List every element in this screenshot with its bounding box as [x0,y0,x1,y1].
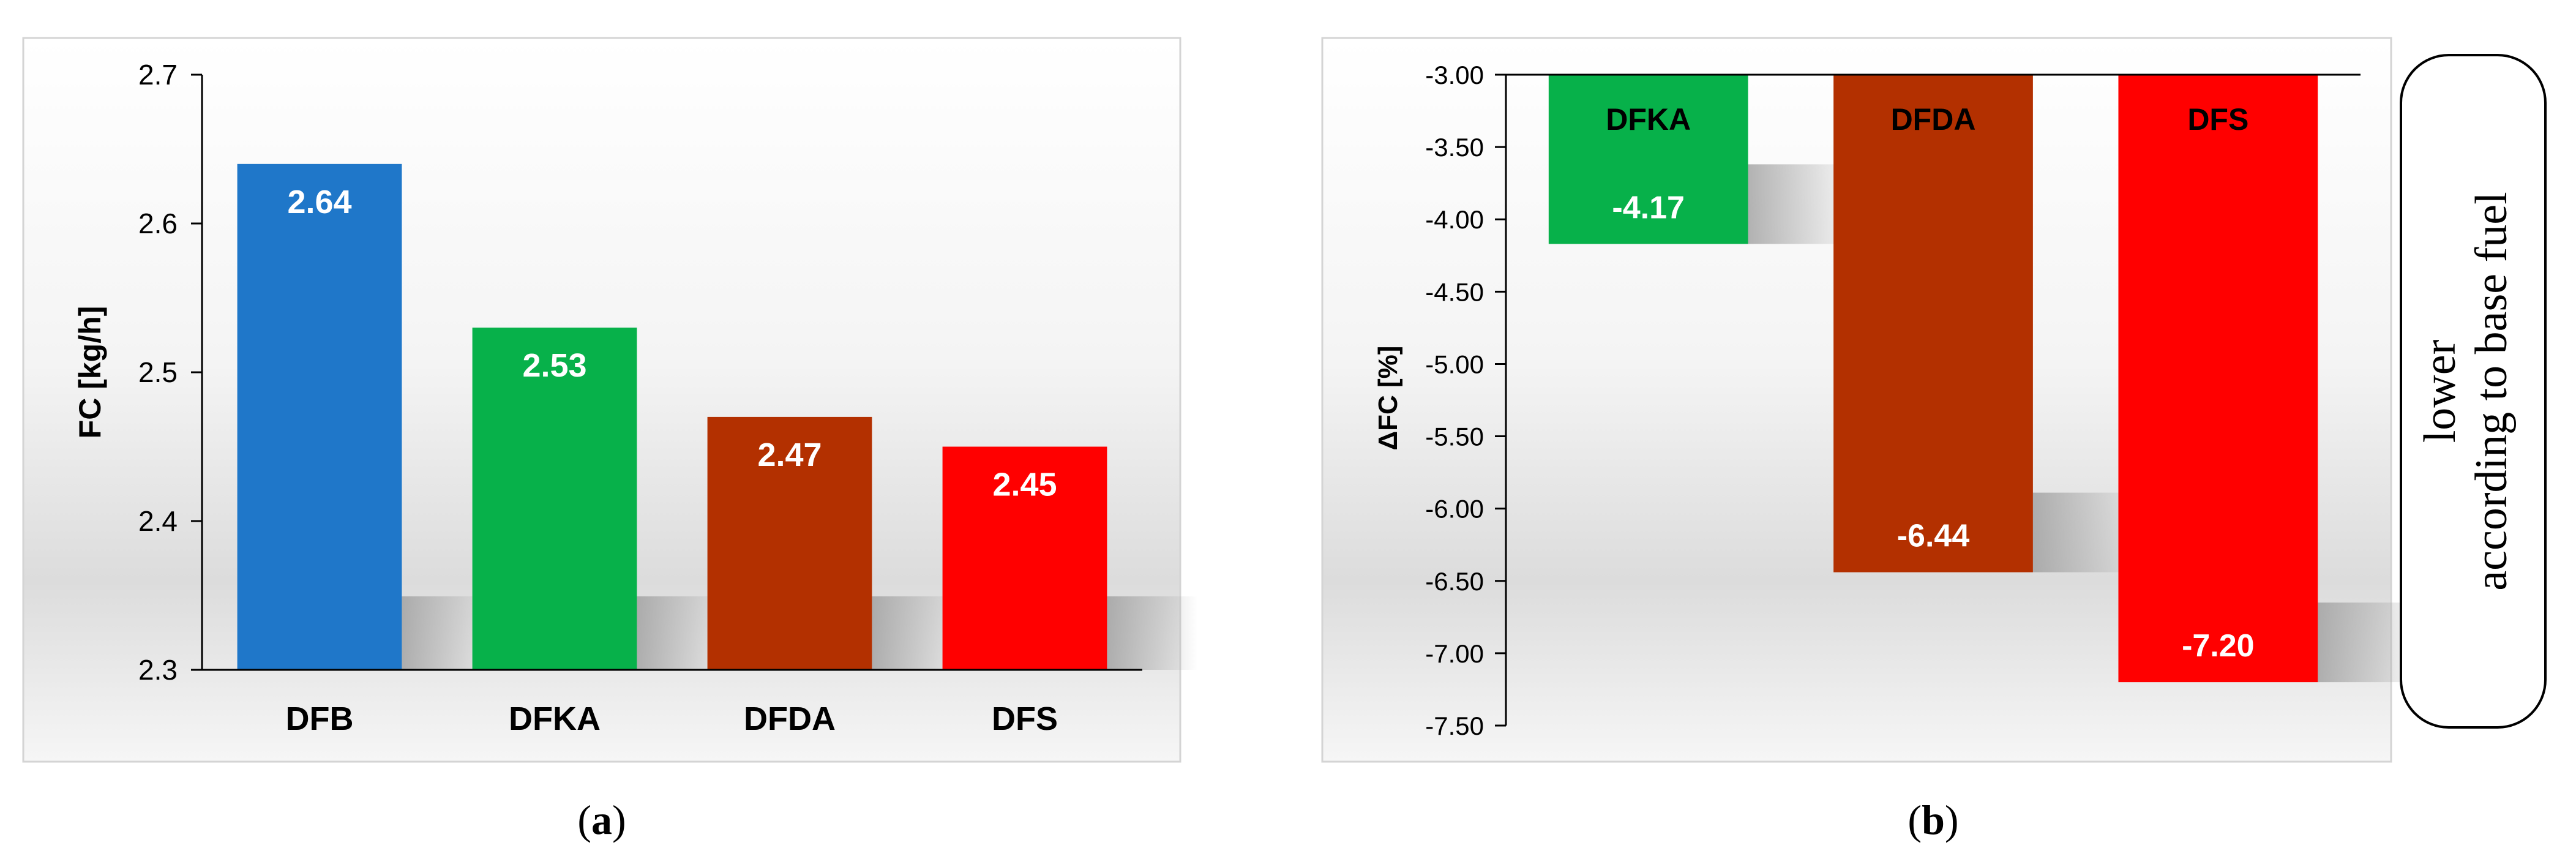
panel-a-value-label: 2.47 [757,437,822,473]
panel-b-category-label: DFS [2187,102,2248,137]
side-note: lower according to base fuel [2400,54,2547,729]
panel-a-y-tick-label: 2.3 [138,654,178,686]
panel-a-bar [472,328,637,670]
panel-a-bars [237,163,1107,670]
panel-a-value-label: 2.53 [522,347,586,384]
panel-b-category-label: DFKA [1606,102,1691,137]
panel-a-value-label: 2.45 [992,467,1057,503]
panel-a-x-label: DFS [992,700,1058,737]
panel-b-value-label: -7.20 [2182,628,2255,664]
panel-a: 2.32.42.52.62.7 DFB DFKA DFDA DFS 2.642.532… [22,37,1198,843]
panel-b-value-label: -4.17 [1612,190,1685,225]
panel-a-x-label: DFKA [509,700,601,737]
panel-b-bar [1548,75,1748,244]
panel-a-y-tick-label: 2.5 [138,356,178,388]
panel-b-y-tick-label: -6.50 [1425,567,1484,596]
panel-a-x-labels: DFB DFKA DFDA DFS [286,700,1058,737]
panel-a-y-ticks: 2.3 2.4 2.5 2.6 2.7 [138,59,202,686]
panel-b-y-tick-label: -7.00 [1425,639,1484,668]
panel-a-bar [707,416,872,670]
panel-b-y-ticks: -3.00 -3.50 -4.00 -4.50 -5.00 -5.50 -6.00 -6.50… [1425,61,1506,740]
panel-a-caption: (a) [577,797,626,843]
panel-a-y-tick-label: 2.6 [138,208,178,239]
panel-b-category-labels: DFKA DFDA DFS [1606,102,2248,137]
panel-b-bar [2118,75,2318,683]
panel-a-bar-shadow [1107,596,1198,670]
panel-b-y-tick-label: -6.00 [1425,495,1484,524]
panel-a-bar [942,446,1107,670]
panel-b-y-tick-label: -4.50 [1425,277,1484,306]
side-note-frame [2400,54,2547,729]
panel-a-y-tick-label: 2.4 [138,505,178,537]
panel-a-y-tick-label: 2.7 [138,59,178,91]
panel-b-caption: (b) [1908,797,1958,843]
panel-a-value-labels: 2.64 2.53 2.47 2.45 [287,184,1057,503]
panel-a-x-label: DFB [286,700,354,737]
panel-a-y-axis-title: FC [kg/h] [73,306,107,439]
panel-b-y-tick-label: -5.00 [1425,350,1484,378]
panel-b-y-tick-label: -4.00 [1425,205,1484,234]
panel-b-y-axis-title: ΔFC [%] [1373,346,1403,451]
panel-a-bar [237,163,402,670]
panel-b-bar [1833,75,2033,572]
panel-b: -3.00 -3.50 -4.00 -4.50 -5.00 -5.50 -6.00 -6.50… [1321,37,2428,843]
panel-a-x-label: DFDA [744,700,836,737]
panel-b-y-tick-label: -3.50 [1425,133,1484,162]
panel-b-bars [1548,75,2318,683]
panel-b-y-tick-label: -7.50 [1425,711,1484,740]
panel-a-value-label: 2.64 [287,184,351,220]
panel-b-y-tick-label: -5.50 [1425,422,1484,451]
side-note-line-1: lower [2415,340,2465,443]
panel-b-y-tick-label: -3.00 [1425,61,1484,89]
panel-b-value-label: -6.44 [1897,519,1970,554]
side-note-line-2: according to base fuel [2466,192,2517,590]
panel-b-value-labels: -4.17 -6.44 -7.20 [1612,190,2254,664]
panel-b-axes [1505,73,2361,726]
panel-b-category-label: DFDA [1891,102,1976,137]
